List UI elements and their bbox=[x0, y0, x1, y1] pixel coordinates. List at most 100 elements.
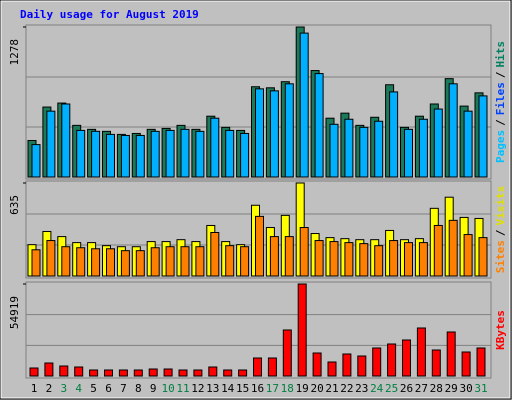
x-tick-label: 19 bbox=[296, 382, 309, 395]
bar bbox=[357, 355, 367, 377]
bar bbox=[359, 243, 369, 277]
x-tick-label: 20 bbox=[310, 382, 323, 395]
bar bbox=[165, 246, 175, 277]
legend: Sites / Visits bbox=[494, 186, 507, 274]
bar bbox=[31, 144, 41, 178]
bar bbox=[312, 352, 322, 377]
x-tick-label: 27 bbox=[415, 382, 428, 395]
bar bbox=[314, 240, 324, 277]
bar bbox=[46, 110, 56, 178]
bar bbox=[433, 108, 443, 178]
x-tick-label: 12 bbox=[191, 382, 204, 395]
bar bbox=[178, 369, 188, 377]
bar bbox=[463, 110, 473, 178]
x-tick-label: 29 bbox=[445, 382, 458, 395]
bar bbox=[418, 242, 428, 277]
legend-entry: Sites bbox=[494, 240, 507, 273]
bar bbox=[163, 368, 173, 377]
bar bbox=[106, 248, 115, 277]
bar bbox=[342, 353, 352, 377]
bar bbox=[297, 283, 307, 377]
x-tick-label: 23 bbox=[355, 382, 368, 395]
bar bbox=[284, 83, 294, 178]
x-tick-label: 21 bbox=[325, 382, 338, 395]
bar bbox=[463, 234, 473, 277]
bar bbox=[225, 129, 235, 178]
bar bbox=[74, 366, 84, 377]
x-tick-label: 24 bbox=[370, 382, 384, 395]
legend-entry: KBytes bbox=[494, 310, 507, 350]
y-tick-label: 1278 bbox=[8, 39, 21, 66]
bar bbox=[448, 83, 458, 178]
bar bbox=[61, 246, 71, 277]
bar bbox=[89, 369, 99, 377]
bar bbox=[404, 242, 413, 277]
bar bbox=[135, 250, 145, 277]
legend-entry: Visits bbox=[494, 186, 507, 226]
bar bbox=[404, 128, 413, 178]
bar bbox=[210, 232, 220, 277]
y-tick-label: 635 bbox=[8, 195, 21, 215]
bar bbox=[120, 250, 130, 277]
x-tick-label: 22 bbox=[340, 382, 353, 395]
x-tick-label: 9 bbox=[150, 382, 157, 395]
bar bbox=[478, 95, 488, 178]
x-tick-label: 28 bbox=[430, 382, 443, 395]
bar bbox=[120, 134, 130, 178]
bar bbox=[255, 88, 264, 178]
bar bbox=[329, 123, 339, 178]
legend-entry: Hits bbox=[494, 41, 507, 68]
bar bbox=[284, 236, 294, 277]
bar bbox=[165, 129, 175, 178]
legend-entry: Files bbox=[494, 82, 507, 115]
bar bbox=[31, 249, 41, 277]
bar bbox=[76, 129, 86, 178]
bar bbox=[402, 339, 411, 377]
x-tick-label: 17 bbox=[266, 382, 279, 395]
bar bbox=[210, 117, 220, 178]
bar bbox=[416, 327, 426, 377]
legend-entry: / bbox=[494, 229, 507, 236]
bar bbox=[238, 369, 248, 377]
bar bbox=[61, 103, 71, 178]
bar bbox=[46, 240, 56, 277]
bar bbox=[133, 369, 143, 377]
bar bbox=[446, 331, 456, 377]
x-tick-label: 5 bbox=[90, 382, 97, 395]
x-tick-label: 14 bbox=[221, 382, 235, 395]
bar bbox=[269, 236, 279, 277]
bar bbox=[299, 227, 309, 277]
x-tick-label: 18 bbox=[281, 382, 294, 395]
bar bbox=[431, 349, 441, 377]
bar bbox=[344, 242, 354, 277]
bar bbox=[344, 118, 354, 178]
bar bbox=[359, 126, 369, 178]
bar bbox=[314, 73, 324, 178]
bar bbox=[150, 247, 160, 277]
bar bbox=[180, 128, 190, 178]
bar bbox=[389, 91, 399, 178]
bar bbox=[329, 241, 339, 277]
legend-entry: / bbox=[494, 71, 507, 78]
x-tick-label: 31 bbox=[474, 382, 487, 395]
bar bbox=[448, 219, 458, 277]
bar bbox=[372, 347, 382, 377]
bar bbox=[195, 130, 205, 178]
bar bbox=[76, 247, 86, 277]
bar bbox=[387, 343, 397, 377]
bar bbox=[389, 240, 399, 277]
x-tick-label: 30 bbox=[459, 382, 472, 395]
bar bbox=[91, 130, 101, 178]
bar bbox=[29, 367, 39, 377]
bar bbox=[148, 368, 158, 377]
x-tick-label: 2 bbox=[46, 382, 53, 395]
bar bbox=[461, 351, 471, 377]
x-tick-label: 7 bbox=[120, 382, 127, 395]
x-tick-label: 26 bbox=[400, 382, 413, 395]
legend-entry: / bbox=[494, 119, 507, 126]
legend: KBytes bbox=[494, 310, 507, 350]
x-tick-label: 10 bbox=[161, 382, 174, 395]
